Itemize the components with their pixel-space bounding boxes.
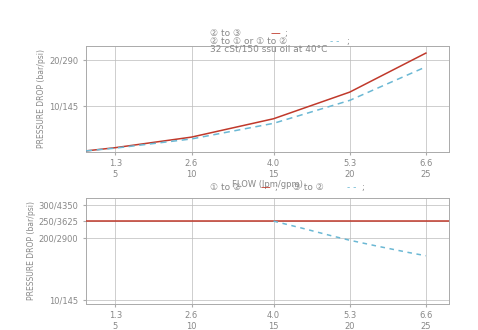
Text: ② to ③: ② to ③ — [210, 29, 241, 38]
X-axis label: FLOW (lpm/gpm): FLOW (lpm/gpm) — [232, 180, 303, 189]
Text: —: — — [261, 182, 270, 192]
Text: ;: ; — [362, 183, 365, 192]
Text: ;: ; — [347, 37, 349, 46]
Text: ① to ②: ① to ② — [210, 183, 241, 192]
Text: ;: ; — [284, 29, 287, 38]
Text: - -: - - — [347, 183, 356, 192]
Text: - -: - - — [330, 37, 339, 46]
Text: ② to ① or ① to ②: ② to ① or ① to ② — [210, 37, 288, 46]
Y-axis label: PRESSURE DROP (bar/psi): PRESSURE DROP (bar/psi) — [27, 201, 36, 300]
Text: ;: ; — [275, 183, 278, 192]
Y-axis label: PRESSURE DROP (bar/psi): PRESSURE DROP (bar/psi) — [37, 50, 46, 148]
Text: 32 cSt/150 ssu oil at 40°C: 32 cSt/150 ssu oil at 40°C — [210, 44, 328, 53]
Text: —: — — [270, 28, 280, 38]
Text: ③ to ②: ③ to ② — [287, 183, 324, 192]
